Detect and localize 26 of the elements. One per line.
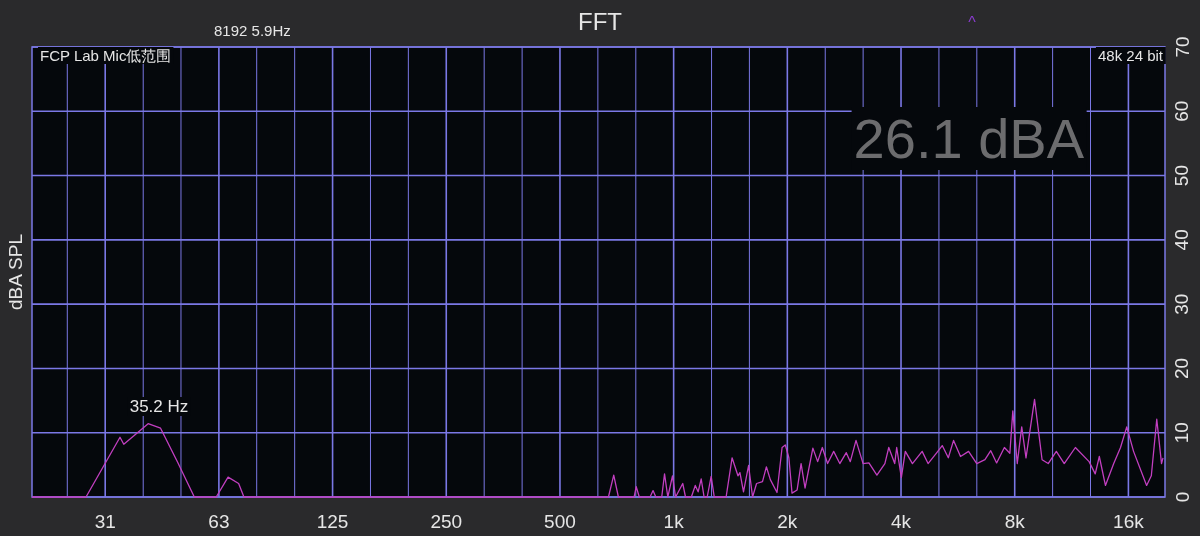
text: 8192 5.9Hz <box>214 22 291 39</box>
x-tick-label: 8k <box>1004 511 1026 532</box>
x-tick-label: 2k <box>777 511 798 532</box>
annotation: 35.2 Hz <box>129 397 189 416</box>
y-tick-label: 50 <box>1171 165 1193 187</box>
annotation: 26.1 dBA <box>853 107 1085 170</box>
y-tick-label: 30 <box>1171 293 1193 315</box>
y-tick-label: 10 <box>1171 422 1193 444</box>
x-tick-label: 500 <box>544 511 576 532</box>
y-tick-label: 0 <box>1171 491 1193 503</box>
y-tick-label: 20 <box>1171 357 1193 379</box>
y-tick-label: 60 <box>1171 100 1193 122</box>
x-tick-label: 63 <box>208 511 230 532</box>
y-tick-label: 70 <box>1171 36 1193 58</box>
x-tick-label: 31 <box>94 511 116 532</box>
annotation: 48k 24 bit <box>1097 47 1164 64</box>
x-tick-label: 16k <box>1113 511 1145 532</box>
x-tick-label: 125 <box>316 511 349 532</box>
x-tick-label: 4k <box>890 511 912 532</box>
x-tick-label: 1k <box>663 511 685 532</box>
x-tick-label: 250 <box>430 511 463 532</box>
chart-title: FFT <box>578 8 623 35</box>
annotation: FCP Lab Mic低范围 <box>40 47 172 64</box>
y-axis-title: dBA SPL <box>5 233 26 311</box>
y-tick-label: 40 <box>1171 229 1193 251</box>
text: ^ <box>968 14 977 31</box>
